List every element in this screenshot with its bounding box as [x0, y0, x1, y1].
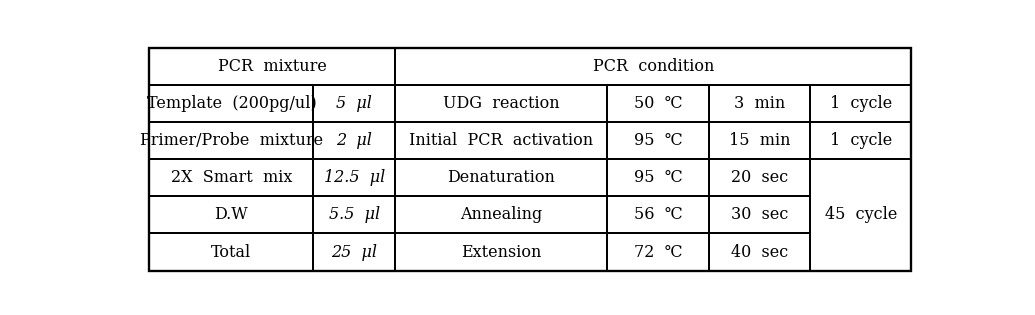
Bar — [314, 196, 395, 233]
Text: 12.5  μl: 12.5 μl — [324, 169, 385, 186]
Text: 45  cycle: 45 cycle — [825, 206, 897, 223]
Text: 15  min: 15 min — [729, 132, 790, 149]
Text: 3  min: 3 min — [734, 95, 785, 112]
Bar — [608, 159, 709, 196]
Bar — [608, 196, 709, 233]
Bar — [608, 122, 709, 159]
Bar — [810, 159, 912, 271]
Text: 72  ℃: 72 ℃ — [633, 243, 682, 261]
Bar — [149, 122, 314, 159]
Text: 95  ℃: 95 ℃ — [633, 132, 682, 149]
Bar — [608, 233, 709, 271]
Text: 56  ℃: 56 ℃ — [633, 206, 682, 223]
Text: 2  μl: 2 μl — [336, 132, 373, 149]
Bar — [149, 196, 314, 233]
Bar — [314, 122, 395, 159]
Text: Annealing: Annealing — [460, 206, 542, 223]
Bar — [149, 159, 314, 196]
Bar — [395, 159, 608, 196]
Bar — [709, 196, 810, 233]
Text: UDG  reaction: UDG reaction — [443, 95, 560, 112]
Bar — [149, 233, 314, 271]
Text: D.W: D.W — [214, 206, 248, 223]
Bar — [314, 233, 395, 271]
Text: PCR  mixture: PCR mixture — [217, 58, 327, 75]
Text: 95  ℃: 95 ℃ — [633, 169, 682, 186]
Bar — [810, 85, 912, 122]
Text: PCR  condition: PCR condition — [592, 58, 714, 75]
Bar — [395, 233, 608, 271]
Text: 5  μl: 5 μl — [336, 95, 373, 112]
Bar — [608, 85, 709, 122]
Bar — [395, 196, 608, 233]
Text: Initial  PCR  activation: Initial PCR activation — [409, 132, 593, 149]
Text: Primer/Probe  mixture: Primer/Probe mixture — [140, 132, 323, 149]
Text: 30  sec: 30 sec — [731, 206, 788, 223]
Text: 40  sec: 40 sec — [731, 243, 788, 261]
Bar — [314, 85, 395, 122]
Bar — [149, 85, 314, 122]
Text: 25  μl: 25 μl — [331, 243, 377, 261]
Bar — [709, 85, 810, 122]
Bar — [149, 48, 395, 85]
Text: Denaturation: Denaturation — [447, 169, 555, 186]
Text: 20  sec: 20 sec — [731, 169, 788, 186]
Text: Total: Total — [211, 243, 252, 261]
Bar — [810, 122, 912, 159]
Text: 1  cycle: 1 cycle — [830, 132, 892, 149]
Text: 1  cycle: 1 cycle — [830, 95, 892, 112]
Bar — [395, 48, 912, 85]
Text: Template  (200pg/ul): Template (200pg/ul) — [147, 95, 317, 112]
Bar — [709, 233, 810, 271]
Bar — [395, 122, 608, 159]
Bar — [709, 159, 810, 196]
Text: Extension: Extension — [461, 243, 541, 261]
Text: 2X  Smart  mix: 2X Smart mix — [171, 169, 292, 186]
Text: 5.5  μl: 5.5 μl — [329, 206, 380, 223]
Bar — [709, 122, 810, 159]
Bar — [395, 85, 608, 122]
Bar — [314, 159, 395, 196]
Text: 50  ℃: 50 ℃ — [633, 95, 682, 112]
